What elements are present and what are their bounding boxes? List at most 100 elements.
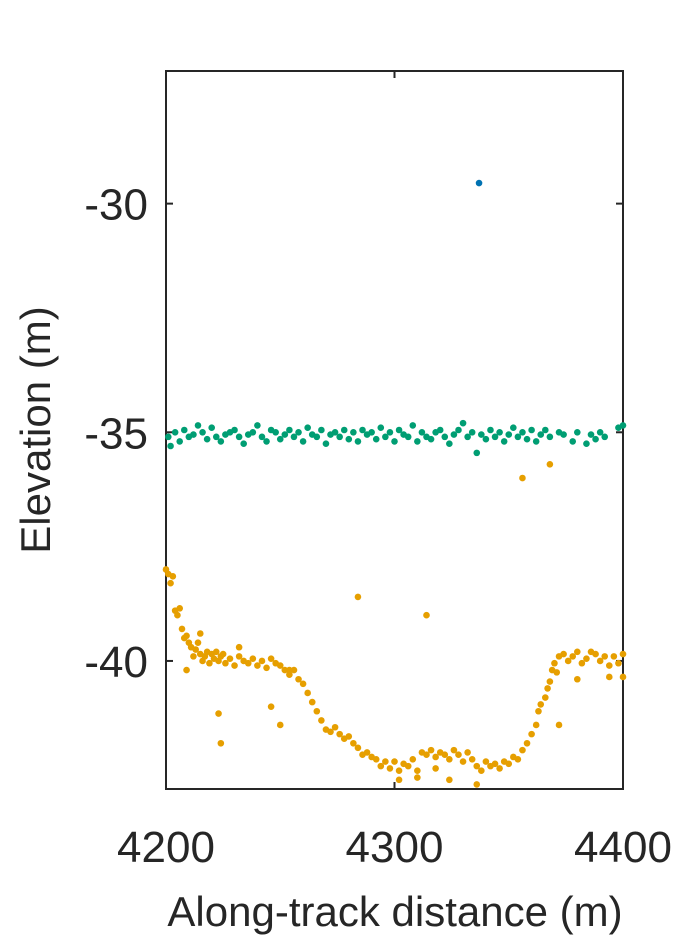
data-point [194,422,202,429]
data-point [601,653,609,660]
data-point [372,435,380,443]
data-point [523,739,531,747]
data-point [391,758,398,765]
data-point [395,776,403,784]
data-point [196,630,204,637]
data-point [203,435,211,443]
data-point [267,703,275,710]
data-point [432,765,439,772]
data-point [313,433,321,441]
data-point [391,438,398,445]
data-point [267,655,275,662]
data-point [574,648,581,656]
data-point [574,675,581,683]
data-point [368,428,375,436]
data-point [569,653,577,660]
data-point [190,653,197,660]
data-point [583,655,590,662]
x-axis: 4200 4300 4400 [117,71,672,872]
data-point [276,721,284,729]
data-point [564,657,572,665]
data-point [331,428,339,436]
data-point [382,433,389,441]
data-point [491,760,499,768]
data-point [386,765,394,772]
data-point [455,426,462,434]
data-point [414,767,421,775]
data-point [263,664,270,672]
data-point [587,431,595,438]
data-point [532,721,540,729]
x-tick-label: 4300 [346,823,444,872]
series-1 [164,419,627,457]
data-point [281,431,289,438]
data-point [418,428,426,436]
data-point [523,435,531,443]
data-point [423,751,430,759]
data-point [336,433,343,441]
data-point [446,755,453,763]
data-point [176,605,184,612]
data-point [327,728,334,736]
data-point [409,755,417,763]
data-point [427,746,435,754]
data-point [596,428,604,436]
x-tick-label: 4400 [574,823,672,872]
plot-area: 4200 4300 4400 -30 -35 -40 [84,70,672,872]
data-point [519,474,526,482]
data-point [514,433,522,441]
data-point [217,739,225,747]
data-point [560,650,567,658]
data-point [619,673,627,681]
data-point [208,424,215,432]
data-point [231,662,238,669]
data-point [192,646,200,653]
data-point [510,424,517,432]
data-point [318,717,325,724]
y-tick-label: -30 [84,181,148,230]
data-point [583,440,590,448]
data-point [487,426,494,434]
data-point [164,433,172,441]
data-point [231,426,238,434]
data-point [322,440,330,448]
data-point [212,433,220,441]
data-point [592,650,599,658]
data-point [404,762,412,770]
data-point [436,426,444,434]
data-point [546,433,554,441]
data-point [190,431,197,438]
data-point [528,730,535,738]
data-point [272,428,279,436]
data-point [286,426,293,434]
data-point [473,781,481,788]
data-point [505,760,513,768]
data-point [535,707,542,715]
data-point [491,433,499,441]
data-point [446,440,453,448]
data-point [519,746,526,754]
data-point [468,428,476,436]
y-tick-label: -35 [84,409,148,458]
data-point [578,659,586,667]
data-point [254,662,261,669]
data-point [395,426,403,434]
data-point [505,431,513,438]
data-point [372,755,380,763]
data-point [560,431,567,438]
data-point [450,746,458,754]
data-point [544,685,551,692]
data-point [427,435,435,443]
data-point [382,758,389,765]
data-point [313,707,321,715]
data-point [345,435,353,443]
data-point [167,579,174,587]
data-point [482,435,490,443]
data-point [605,673,613,681]
data-point [455,751,462,759]
data-point [496,765,503,772]
data-point [199,428,206,436]
data-point [249,428,257,436]
series-2 [162,460,627,788]
